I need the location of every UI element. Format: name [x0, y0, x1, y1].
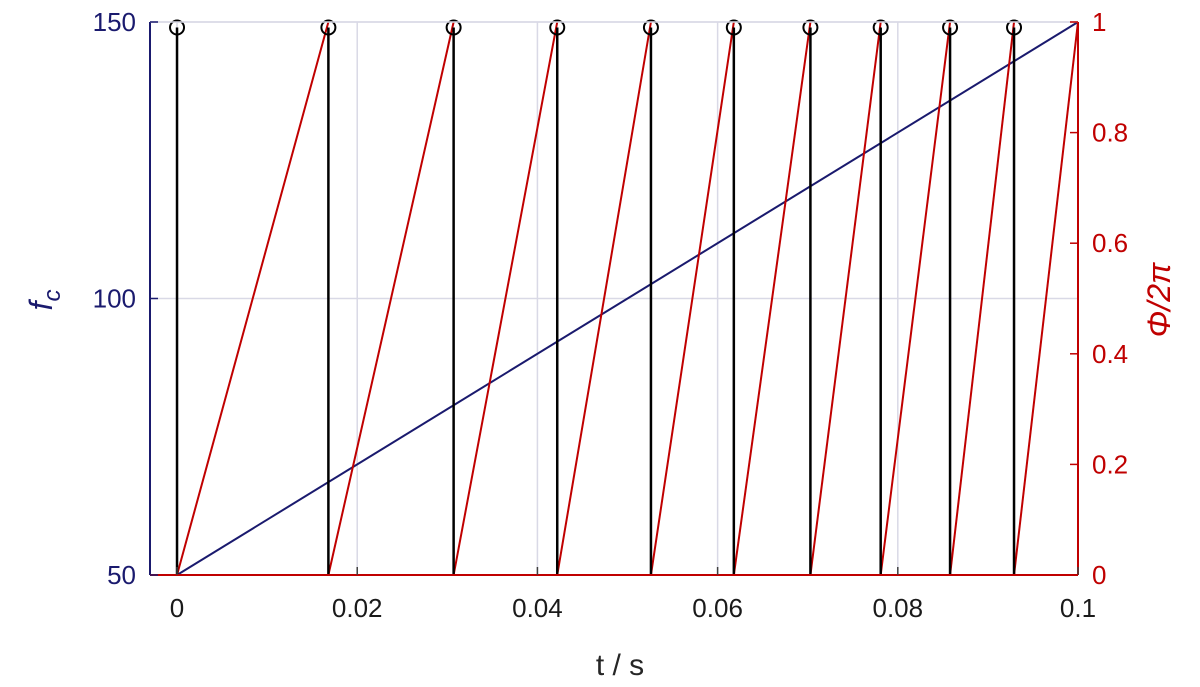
- phase-ramp-segment: [732, 21, 812, 576]
- plot-series: [169, 19, 1079, 576]
- y-left-tick-label: 150: [93, 7, 136, 37]
- phase-ramp-segment: [1013, 21, 1079, 576]
- y-right-tick-label: 0: [1092, 560, 1106, 590]
- svg-text:fc: fc: [23, 290, 66, 311]
- stem-marker: [445, 19, 462, 36]
- phase-ramp-segment: [649, 21, 735, 576]
- stem-marker: [320, 19, 337, 36]
- svg-text:Φ/2π: Φ/2π: [1141, 262, 1177, 337]
- y-right-axis-label: Φ/2π: [1141, 262, 1177, 337]
- stem-marker: [802, 19, 819, 36]
- y-left-label-subscript: c: [39, 290, 66, 302]
- y-right-tick-label: 0.2: [1092, 449, 1128, 479]
- stem-marker: [872, 19, 889, 36]
- tick-labels: 0 0.02 0.04 0.06 0.08 0.1 50 100 150 0 0.2 0.4 0.6 0.…: [93, 7, 1129, 623]
- y-right-tick-label: 1: [1092, 7, 1106, 37]
- x-tick-label: 0.04: [512, 593, 563, 623]
- stem-marker: [169, 19, 186, 36]
- x-tick-label: 0.02: [332, 593, 383, 623]
- x-tick-label: 0.06: [692, 593, 743, 623]
- stem-marker: [725, 19, 742, 36]
- phase-ramp-segment: [556, 21, 652, 576]
- phase-ramp-segment: [879, 21, 952, 576]
- y-right-tick-label: 0.8: [1092, 118, 1128, 148]
- x-axis-label: t / s: [596, 649, 644, 682]
- phase-ramp-segment: [949, 21, 1016, 576]
- stem-marker: [549, 19, 566, 36]
- y-left-tick-label: 100: [93, 284, 136, 314]
- x-tick-label: 0.08: [873, 593, 924, 623]
- y-right-tick-label: 0.6: [1092, 228, 1128, 258]
- y-right-tick-label: 0.4: [1092, 339, 1128, 369]
- phase-ramp-segment: [327, 21, 455, 576]
- y-left-tick-label: 50: [107, 560, 136, 590]
- phase-ramp-segment: [176, 21, 330, 576]
- y-left-axis-label: fc: [23, 290, 66, 311]
- x-tick-label: 0: [170, 593, 184, 623]
- phase-ramp-segment: [809, 21, 882, 576]
- stem-marker: [1006, 19, 1023, 36]
- phase-ramp-segment: [452, 21, 559, 576]
- x-tick-label: 0.1: [1060, 593, 1096, 623]
- axes: [149, 21, 1079, 576]
- stem-marker: [942, 19, 959, 36]
- stem-marker: [642, 19, 659, 36]
